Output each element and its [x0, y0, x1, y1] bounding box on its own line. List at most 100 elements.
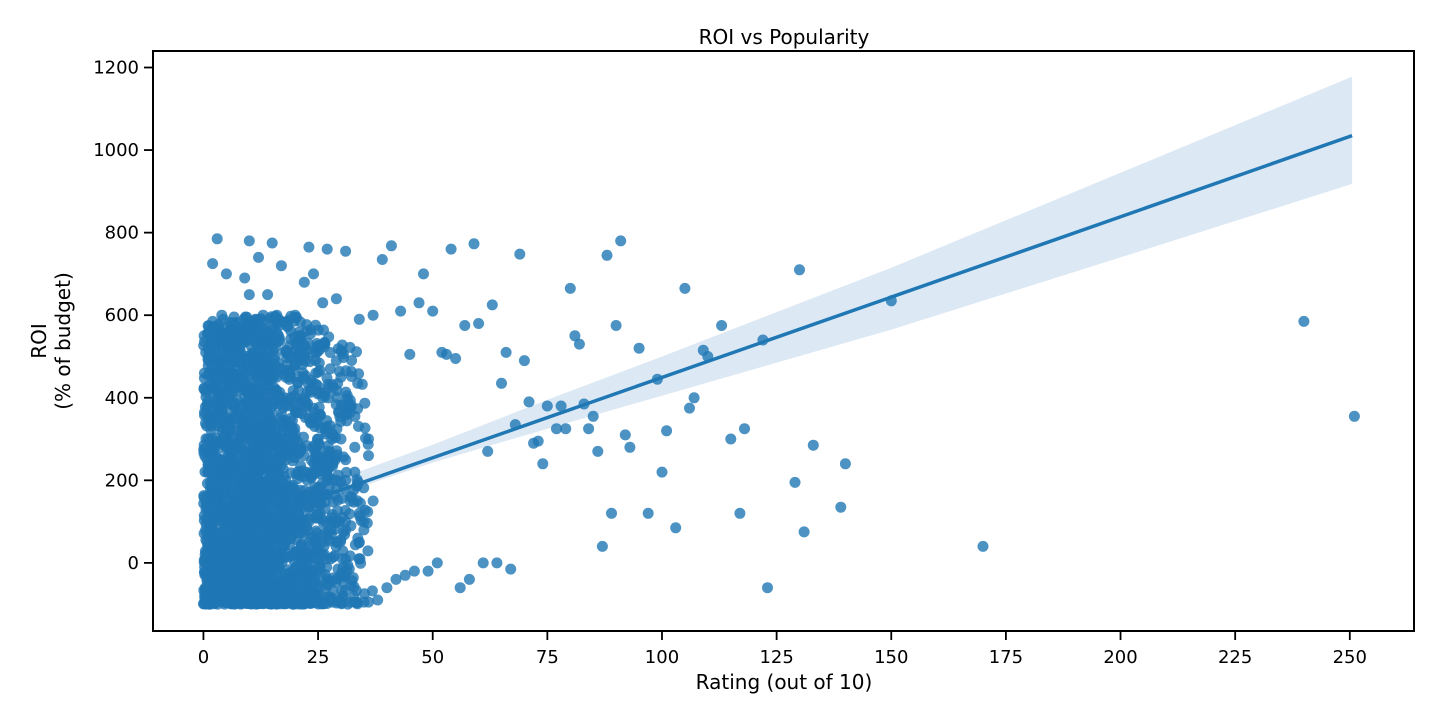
data-point	[345, 366, 357, 377]
y-axis-title: ROI (% of budget)	[27, 272, 75, 410]
data-point	[248, 445, 260, 457]
data-point	[308, 412, 319, 424]
data-point	[491, 557, 503, 569]
data-point	[338, 526, 349, 538]
data-point	[339, 571, 351, 583]
data-point	[261, 401, 273, 413]
data-point	[477, 557, 489, 569]
data-point	[319, 466, 331, 478]
data-point	[555, 400, 567, 412]
data-point	[367, 309, 379, 321]
data-point	[305, 552, 316, 564]
data-point	[235, 400, 247, 412]
data-point	[271, 371, 283, 383]
data-point	[222, 422, 234, 433]
data-point	[236, 429, 248, 441]
data-point	[319, 579, 331, 591]
data-point	[321, 243, 333, 255]
data-point	[404, 348, 416, 360]
data-point	[229, 537, 241, 549]
data-point	[587, 410, 599, 422]
data-point	[295, 552, 307, 564]
x-tick-label: 250	[1333, 647, 1367, 668]
data-point	[266, 516, 278, 528]
data-point	[1298, 315, 1310, 327]
data-point	[296, 574, 308, 586]
x-axis: 0 25 50 75 100 125 150 175 200 225 250	[198, 631, 1367, 668]
data-point	[241, 311, 253, 323]
data-point	[226, 387, 238, 398]
x-tick-label: 125	[759, 647, 793, 668]
data-point	[358, 516, 370, 528]
data-point	[305, 471, 317, 483]
data-point	[353, 507, 365, 519]
data-point	[359, 422, 371, 434]
data-point	[243, 392, 255, 404]
data-point	[606, 507, 617, 519]
data-point	[349, 466, 361, 478]
data-point	[317, 297, 329, 309]
data-point	[482, 445, 494, 457]
data-point	[246, 549, 258, 561]
data-point	[226, 487, 238, 499]
data-point	[418, 268, 429, 280]
data-point	[326, 433, 338, 445]
data-point	[762, 582, 773, 594]
data-point	[253, 412, 264, 424]
data-point	[340, 474, 352, 486]
data-point	[327, 551, 339, 563]
data-point	[266, 536, 278, 548]
data-point	[318, 324, 329, 336]
data-point	[216, 371, 228, 383]
data-point	[292, 473, 304, 485]
data-point	[239, 272, 251, 284]
data-point	[340, 454, 352, 466]
data-point	[339, 585, 351, 597]
data-point	[573, 338, 585, 350]
data-point	[217, 386, 229, 398]
data-point	[207, 474, 219, 486]
data-point	[220, 268, 232, 280]
data-point	[289, 433, 301, 445]
data-point	[220, 412, 232, 424]
data-point	[294, 330, 306, 342]
data-point	[839, 458, 851, 470]
data-point	[250, 337, 262, 349]
data-point	[257, 596, 269, 608]
data-point	[505, 563, 517, 575]
data-point	[564, 282, 576, 294]
data-point	[356, 378, 368, 390]
data-point	[514, 248, 526, 260]
x-tick-label: 200	[1103, 647, 1137, 668]
y-tick-label: 200	[105, 470, 139, 491]
y-tick-label: 400	[105, 388, 139, 409]
data-point	[305, 328, 316, 340]
data-point	[322, 526, 334, 538]
x-tick-label: 225	[1218, 647, 1252, 668]
data-point	[267, 572, 278, 584]
data-point	[348, 581, 360, 593]
data-point	[249, 491, 261, 502]
data-point	[258, 489, 270, 501]
chart-title: ROI vs Popularity	[699, 25, 870, 49]
data-point	[298, 392, 310, 404]
data-point	[252, 387, 264, 399]
data-point	[619, 429, 631, 441]
data-point	[298, 351, 310, 362]
data-point	[260, 564, 272, 576]
data-point	[216, 309, 228, 321]
data-point	[290, 358, 302, 370]
data-point	[280, 364, 292, 376]
data-point	[314, 560, 326, 571]
data-point	[463, 573, 475, 585]
data-point	[262, 433, 274, 445]
data-point	[335, 371, 347, 383]
data-point	[266, 549, 278, 561]
data-point	[207, 258, 219, 270]
data-point	[308, 596, 319, 608]
y-tick-label: 1200	[93, 58, 139, 79]
data-point	[349, 596, 361, 608]
data-point	[399, 569, 411, 581]
data-point	[230, 351, 241, 362]
data-point	[592, 445, 604, 457]
